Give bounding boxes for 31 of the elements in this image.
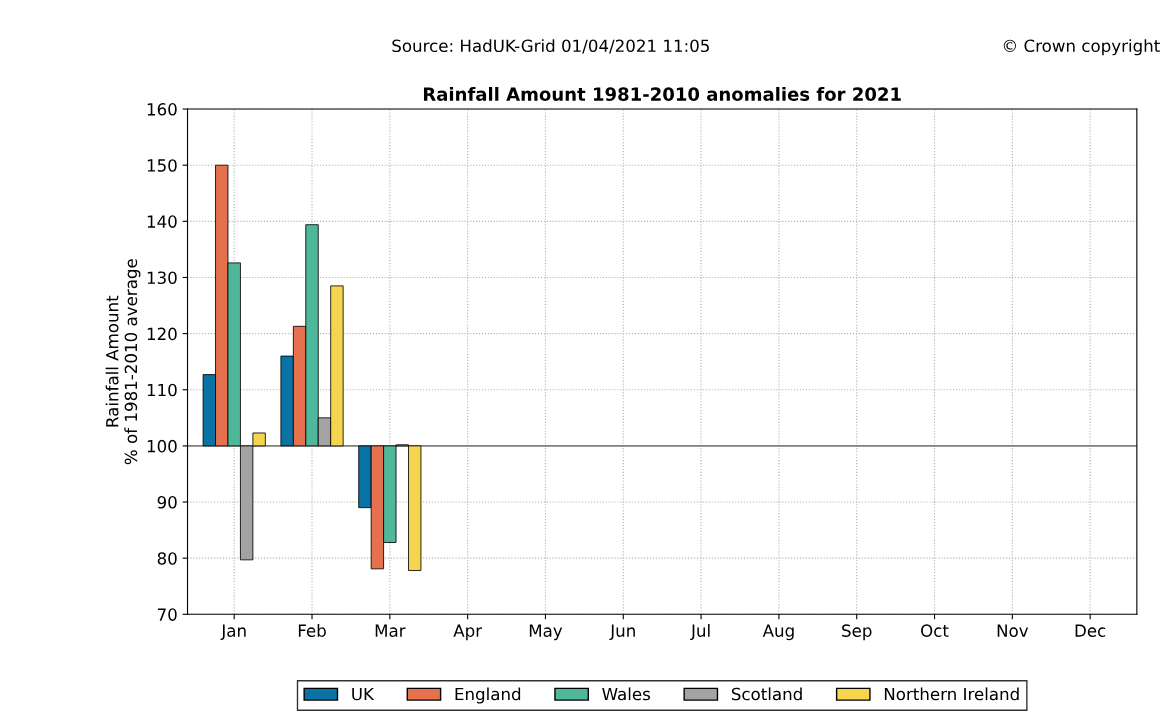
y-axis-title: Rainfall Amount % of 1981-2010 average [105,259,141,465]
source-note: Source: HadUK-Grid 01/04/2021 11:05 [392,39,709,54]
legend-label: UK [352,687,375,701]
x-tick-label: Jan [220,624,246,641]
x-tick-label: Jul [690,624,710,641]
y-tick-label: 160 [147,103,177,116]
y-tick-label: 70 [157,608,177,621]
x-tick-label: Dec [1075,624,1106,637]
y-tick-label: 140 [147,215,177,228]
legend-label: Wales [602,687,650,701]
x-tick-label: Aug [762,624,794,641]
x-tick-label: Jun [609,624,635,641]
text: © Crown copyright [1003,39,1160,56]
x-tick-label: Sep [842,624,872,641]
x-tick-label: Nov [997,624,1029,637]
y-tick-label: 100 [147,439,177,453]
y-tick-label: 110 [147,383,177,397]
y-tick-label: 130 [147,271,177,285]
x-tick-label: Feb [298,624,326,637]
chart-title: Rainfall Amount 1981-2010 anomalies for 2021 [423,87,901,101]
y-tick-label: 120 [147,327,177,341]
legend-label: England [455,687,521,704]
legend-label: Scotland [731,687,802,701]
x-tick-label: May [529,624,563,641]
x-tick-label: Oct [921,624,949,637]
y-tick-label: 90 [157,496,177,509]
x-tick-label: Apr [453,624,483,641]
x-tick-label: Mar [375,624,406,637]
legend-label: Northern Ireland [884,687,1019,701]
y-tick-label: 80 [157,552,177,565]
y-tick-label: 150 [147,159,177,172]
